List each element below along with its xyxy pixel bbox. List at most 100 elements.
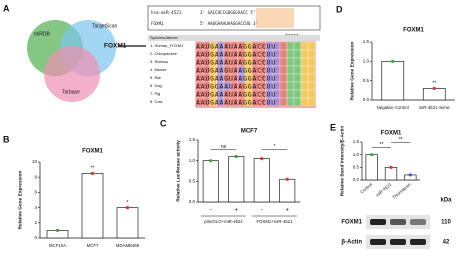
base-cell [279,57,288,67]
y-tick-label: 1.0 [189,158,196,163]
chart-title: FOXM1 [381,131,402,137]
y-tick-label: 2 [34,220,37,225]
header-bg [148,35,320,41]
panel-label: A [3,3,10,13]
set-label: Tarbase [62,89,80,95]
significance: * [274,144,276,150]
data-point [389,165,393,169]
base-cell [307,49,316,59]
protein-label: FOXM1 [341,220,362,226]
sequence: AAUGAAGUAAGGACCUU [196,75,276,82]
y-tick-label: 1.0 [363,59,370,64]
base-cell [286,49,295,59]
bar [202,160,219,203]
species: 4. Mouse [150,67,167,72]
bar [81,173,104,239]
band [370,239,386,245]
y-tick-label: 6 [34,190,37,195]
base-cell [293,89,302,99]
y-tick-label: 0.0 [353,177,360,182]
duplex-box [147,5,321,31]
base-cell [307,57,316,67]
band [410,219,426,225]
y-axis-label: Relative Gene Expression [349,41,355,100]
y-tick-label: 1.0 [353,152,360,157]
base-cell [279,89,288,99]
base-cell [300,41,309,51]
x-tick-label: Negative Control [377,105,409,110]
base-cell [300,97,309,107]
species: 8. Cow [150,99,163,104]
x-tick-label: - [210,208,212,214]
base-cell [300,89,309,99]
data-point [391,59,395,63]
seed-highlight [256,8,294,28]
base-cell [307,41,316,51]
base-cell [279,73,288,83]
base-cell [307,81,316,91]
target-seq: 5' AAUGAAAUAAGGACCUU 3' [200,21,258,26]
base-cell [293,73,302,83]
x-tick-label: MDAMB468 [116,243,140,248]
base-cell [286,89,295,99]
base-cell [293,81,302,91]
base-cell [300,73,309,83]
sequence: AAUGAAAUAAGGACCUU [196,91,276,98]
species: 7. Pig [150,91,160,96]
base-cell [279,65,288,75]
panel-label: D [336,4,343,14]
y-tick-label: 0.0 [189,199,196,204]
bar [381,60,405,101]
species: 3. Rhesus [150,59,168,64]
unit-label: kDa [440,198,452,204]
base-cell [279,81,288,91]
panel-label: B [3,134,10,144]
sequence: AAUGAAAUAAGGACCUU [196,51,276,58]
base-cell [293,57,302,67]
base-cell [286,97,295,107]
significance: ns [221,144,227,150]
chart-title: FOXM1 [403,28,424,34]
gene-label: FOXM1 [104,43,127,50]
x-tick-label: MCF7 [87,243,99,248]
set-label: TargetScan [92,23,118,29]
y-tick-label: 0 [34,235,37,240]
significance: ** [432,81,436,87]
sequence: AAUGAAAUAAGGACCUU [196,43,276,50]
species: 2. Chimpanzee [150,51,178,56]
data-point [90,171,95,175]
group-label: pmirGLO+miR-4521 [204,219,243,224]
x-tick-label: MCF10A [49,243,66,248]
x-tick-label: miR-4521 [375,181,393,197]
y-tick-label: 4 [34,205,37,210]
base-cell [300,81,309,91]
bar [422,88,446,101]
y-tick-label: 0.0 [363,97,370,102]
bar [365,154,378,181]
chart-title: MCF7 [241,129,258,135]
bar [279,178,296,203]
group-label: FOXM1+miR-4521 [257,219,294,224]
panel-label: C [160,118,167,128]
species: 5. Rat [150,75,162,80]
x-tick-label: - [261,208,263,214]
base-cell [286,81,295,91]
bar [228,156,245,203]
protein-label: β-Actin [341,240,362,246]
base-cell [293,41,302,51]
bar [116,207,139,239]
bar [384,166,398,181]
base-cell [300,65,309,75]
sequence: AAUGAAGUAAGGACCUU [196,67,276,74]
y-axis-label: Relative Gene Expression [17,170,23,229]
y-tick-label: 1.5 [189,137,196,142]
base-cell [300,49,309,59]
set-label: miRDB [34,31,50,37]
size-label: 110 [441,220,451,226]
chart-title: FOXM1 [82,149,103,155]
base-cell [286,73,295,83]
x-tick-label: + [285,208,289,214]
y-tick-label: 0.5 [353,165,360,170]
species: 6. Dog [150,83,162,88]
band [410,239,426,245]
